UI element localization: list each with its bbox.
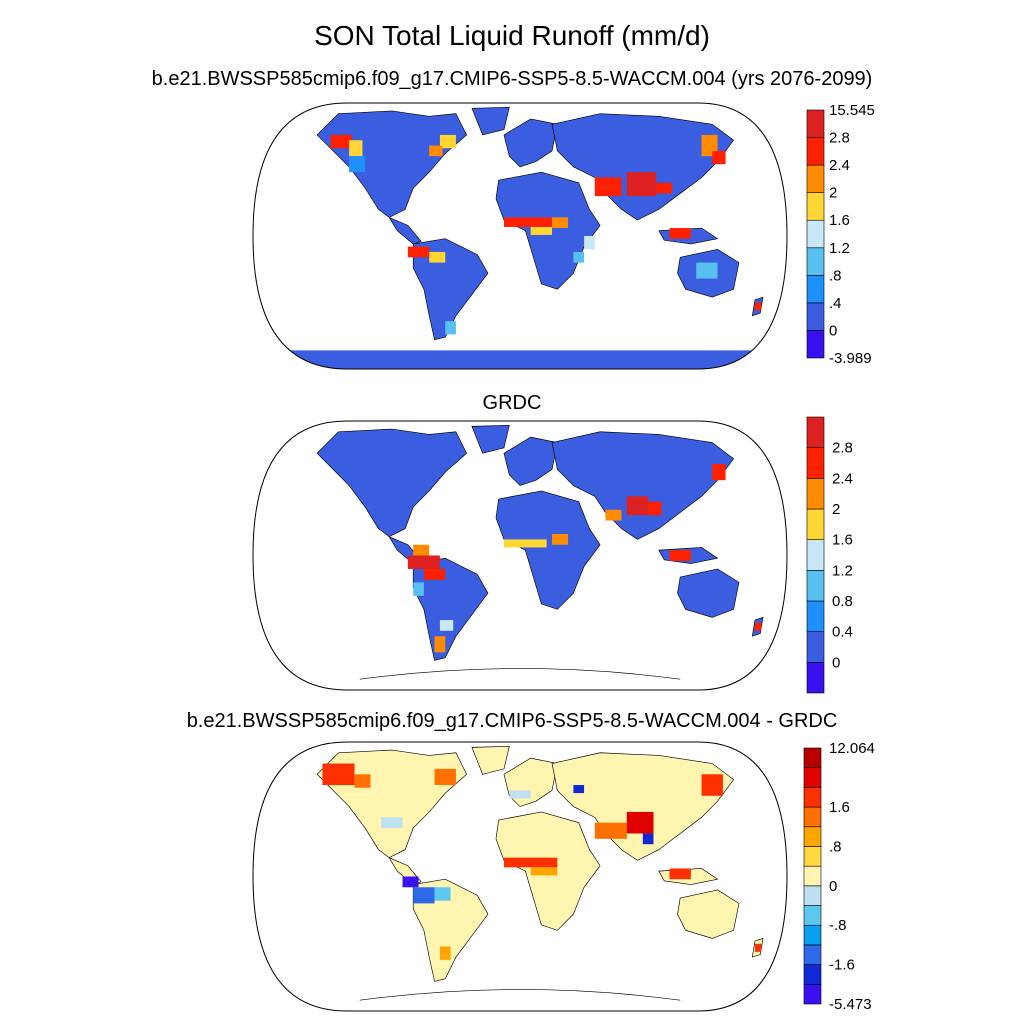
- panel-title-model: b.e21.BWSSP585cmip6.f09_g17.CMIP6-SSP5-8…: [151, 68, 873, 90]
- colorbar-swatch: [806, 416, 825, 448]
- colorbar-swatch: [806, 570, 825, 602]
- colorbar-difference: -5.473 -1.6 -.8 0 .8 1.6 12.064: [803, 740, 875, 1013]
- colorbar-tick-label: 1.6: [832, 532, 853, 549]
- colorbar-swatch: [806, 247, 825, 276]
- colorbar-swatch: [803, 865, 822, 887]
- colorbar-tick-label: 1.6: [829, 212, 850, 229]
- colorbar-tick-label: 0: [829, 322, 837, 339]
- colorbar-swatch: [806, 109, 825, 138]
- colorbar-tick-label: -5.473: [829, 996, 872, 1013]
- colorbar-tick-label: -.8: [829, 917, 847, 934]
- colorbar-swatch: [803, 885, 822, 906]
- colorbar-swatch: [803, 826, 822, 847]
- map-panel-model: [252, 102, 788, 370]
- colorbar-swatch: [803, 984, 822, 1005]
- colorbar-swatch: [806, 539, 825, 571]
- figure-title: SON Total Liquid Runoff (mm/d): [314, 20, 710, 51]
- colorbar-tick-label: 0.4: [832, 624, 853, 641]
- colorbar-swatch: [806, 275, 825, 304]
- colorbar-swatch: [806, 600, 825, 632]
- colorbar-swatch: [806, 330, 825, 359]
- colorbar-swatch: [803, 924, 822, 946]
- colorbar-grdc: 0 0.4 0.8 1.2 1.6 2 2.4 2.8: [806, 416, 853, 694]
- colorbar-tick-label: 2: [832, 501, 840, 518]
- colorbar-tick-label: 15.545: [829, 102, 875, 119]
- colorbar-tick-label: 0: [832, 654, 840, 671]
- colorbar-tick-label: 2.4: [829, 157, 850, 174]
- colorbar-tick-label: 1.2: [832, 562, 853, 579]
- colorbar-swatch: [806, 478, 825, 510]
- map-border: [252, 102, 788, 370]
- colorbar-swatch: [806, 662, 825, 694]
- colorbar-tick-label: -3.989: [829, 350, 872, 367]
- colorbar-tick-label: 0.8: [832, 593, 853, 610]
- colorbar-tick-label: 2.8: [829, 130, 850, 147]
- colorbar-tick-label: .8: [829, 838, 842, 855]
- colorbar-tick-label: -1.6: [829, 957, 855, 974]
- colorbar-tick-label: 1.2: [829, 240, 850, 257]
- map-panel-difference: [252, 741, 788, 1012]
- colorbar-swatch: [806, 137, 825, 166]
- colorbar-tick-label: 2.4: [832, 470, 853, 487]
- colorbar-swatch: [806, 219, 825, 249]
- panel-title-grdc: GRDC: [482, 392, 542, 414]
- colorbar-swatch: [806, 192, 825, 221]
- colorbar-swatch: [806, 302, 825, 331]
- colorbar-swatch: [806, 508, 825, 540]
- map-panel-grdc: [252, 420, 788, 691]
- colorbar-swatch: [806, 631, 825, 663]
- colorbar-swatch: [803, 787, 822, 808]
- colorbar-tick-label: 2.8: [832, 440, 853, 457]
- colorbar-tick-label: .4: [829, 295, 842, 312]
- colorbar-tick-label: .8: [829, 267, 842, 284]
- colorbar-tick-label: 2: [829, 185, 837, 202]
- colorbar-tick-label: 12.064: [829, 740, 875, 757]
- colorbar-swatch: [803, 944, 822, 965]
- colorbar-model: -3.989 0 .4 .8 1.2 1.6 2 2.4 2.8 15.545: [806, 102, 875, 367]
- colorbar-swatch: [806, 164, 825, 193]
- map-border: [252, 741, 788, 1012]
- colorbar-swatch: [806, 447, 825, 479]
- map-border: [252, 420, 788, 691]
- colorbar-swatch: [803, 767, 822, 788]
- colorbar-swatch: [803, 846, 822, 867]
- colorbar-swatch: [803, 905, 822, 926]
- colorbar-tick-label: 1.6: [829, 799, 850, 816]
- panel-title-difference: b.e21.BWSSP585cmip6.f09_g17.CMIP6-SSP5-8…: [186, 710, 838, 732]
- colorbar-swatch: [803, 747, 822, 768]
- colorbar-swatch: [803, 964, 822, 985]
- colorbar-tick-label: 0: [829, 878, 837, 895]
- colorbar-swatch: [803, 806, 822, 828]
